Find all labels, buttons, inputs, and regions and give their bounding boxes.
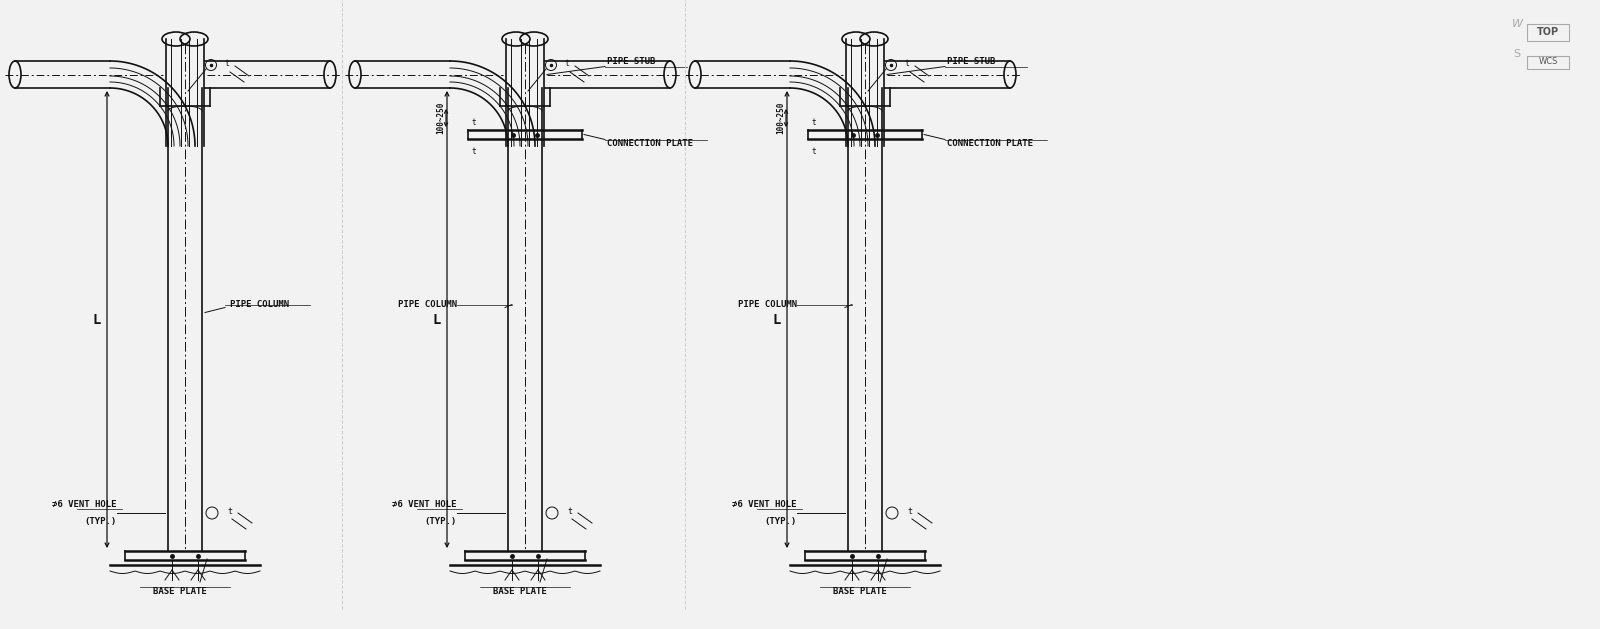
Text: (TYP.): (TYP.) <box>765 517 797 526</box>
Text: ⊅6 VENT HOLE: ⊅6 VENT HOLE <box>53 500 117 509</box>
Text: BASE PLATE: BASE PLATE <box>493 587 547 596</box>
Text: t: t <box>811 147 816 156</box>
Text: L: L <box>773 313 781 326</box>
Text: t: t <box>566 506 573 516</box>
Text: L: L <box>434 313 442 326</box>
Text: t: t <box>907 506 912 516</box>
Text: CONNECTION PLATE: CONNECTION PLATE <box>947 140 1034 148</box>
Text: t: t <box>227 506 232 516</box>
Text: WCS: WCS <box>1538 57 1558 67</box>
Bar <box>1526 24 1570 41</box>
Text: PIPE COLUMN: PIPE COLUMN <box>738 300 797 309</box>
Text: BASE PLATE: BASE PLATE <box>154 587 206 596</box>
Text: BASE PLATE: BASE PLATE <box>834 587 886 596</box>
Text: t: t <box>470 147 475 156</box>
Text: L: L <box>93 313 101 326</box>
Text: PIPE STUB: PIPE STUB <box>606 57 656 67</box>
Text: ⊅6 VENT HOLE: ⊅6 VENT HOLE <box>733 500 797 509</box>
Text: CONNECTION PLATE: CONNECTION PLATE <box>606 140 693 148</box>
Text: PIPE STUB: PIPE STUB <box>947 57 995 67</box>
Text: (TYP.): (TYP.) <box>424 517 458 526</box>
Text: 100~250: 100~250 <box>776 102 786 134</box>
Text: ⊅6 VENT HOLE: ⊅6 VENT HOLE <box>392 500 458 509</box>
Text: PIPE COLUMN: PIPE COLUMN <box>230 300 290 309</box>
Text: t: t <box>563 58 570 67</box>
Text: 100~250: 100~250 <box>437 102 445 134</box>
Text: TOP: TOP <box>1538 27 1558 37</box>
Text: t: t <box>811 118 816 127</box>
Text: S: S <box>1514 49 1520 59</box>
Text: W: W <box>1512 19 1523 29</box>
Text: t: t <box>470 118 475 127</box>
Bar <box>1526 56 1570 69</box>
Text: (TYP.): (TYP.) <box>85 517 117 526</box>
Text: PIPE COLUMN: PIPE COLUMN <box>398 300 458 309</box>
Text: t: t <box>904 58 909 67</box>
Text: t: t <box>224 58 229 67</box>
